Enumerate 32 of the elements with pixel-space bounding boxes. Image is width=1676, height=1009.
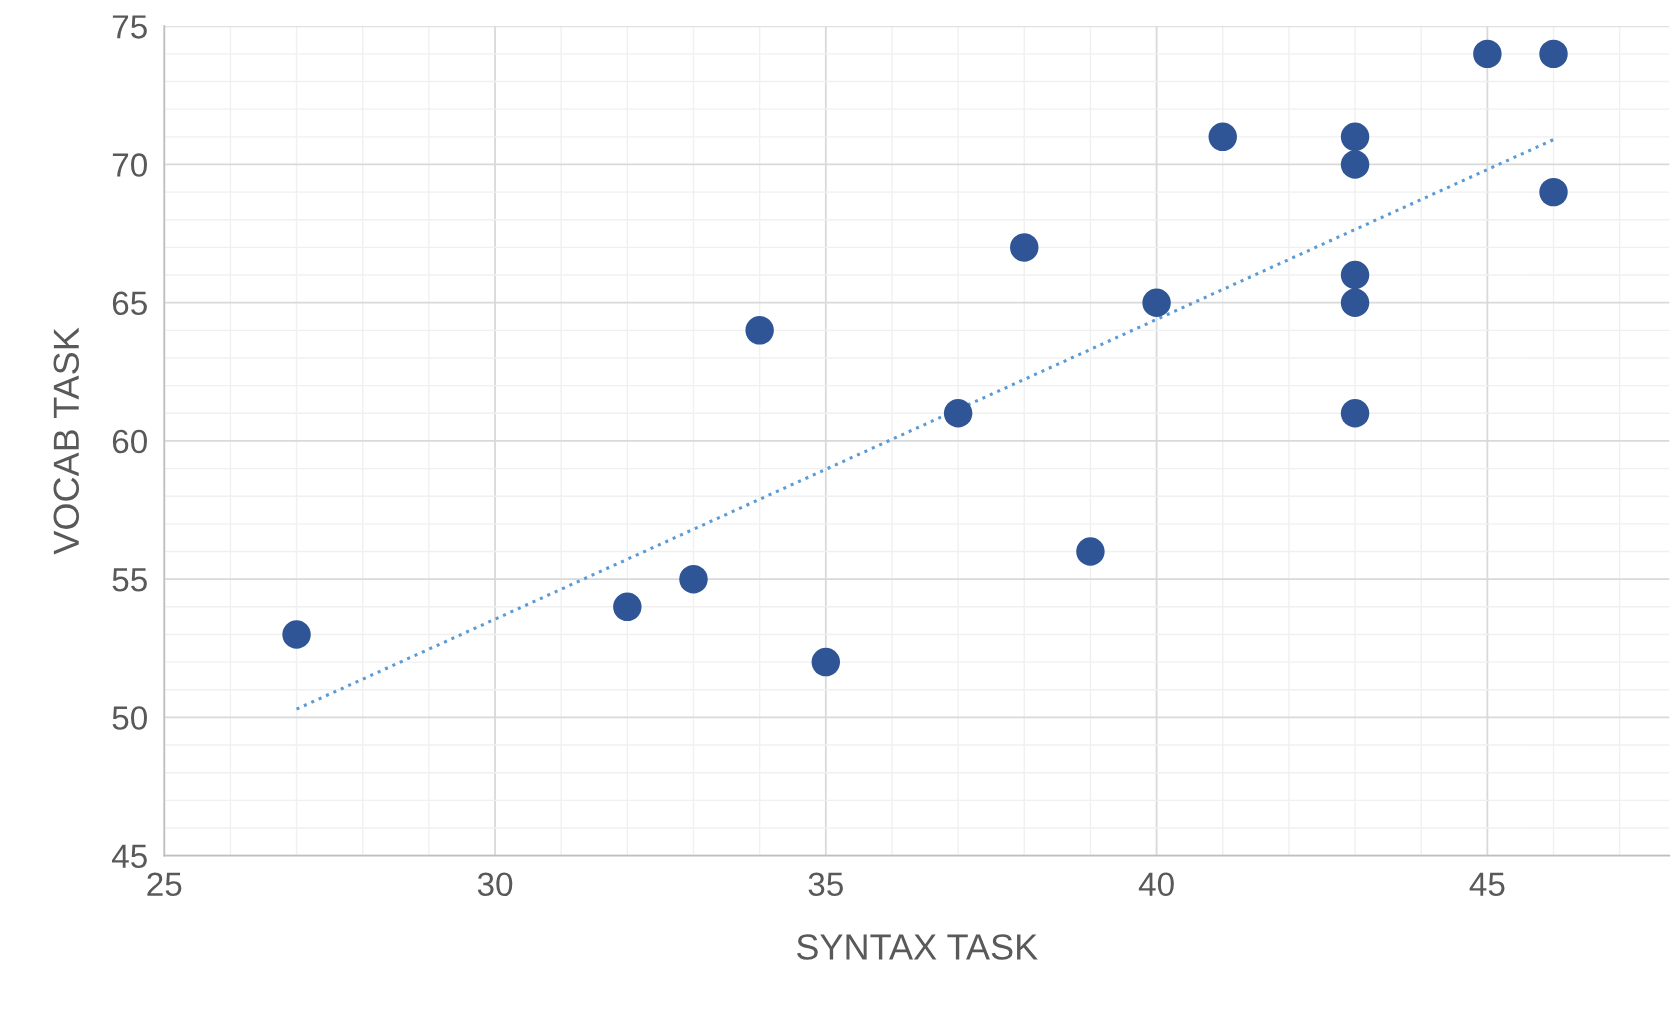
point (1340, 399, 1370, 428)
y-tick-label: 75 (112, 15, 147, 39)
y-tick-label: 60 (112, 429, 147, 454)
y-tick-label: 55 (112, 568, 147, 592)
x-tick-label: 25 (147, 872, 182, 897)
point (1539, 39, 1568, 69)
point (282, 620, 311, 649)
x-tick-label: 45 (1469, 872, 1505, 897)
y-tick-label: 50 (112, 706, 147, 730)
point (1208, 122, 1237, 152)
point (1142, 288, 1171, 317)
point (1340, 288, 1370, 317)
point (811, 647, 841, 677)
point (1539, 177, 1568, 207)
x-tick-label: 40 (1138, 872, 1174, 897)
point (679, 564, 708, 594)
y-tick-label: 65 (112, 291, 147, 316)
point (1010, 233, 1039, 262)
x-axis-title: SYNTAX TASK (796, 934, 1038, 960)
y-tick-label: 45 (111, 844, 147, 869)
x-tick-label: 30 (477, 872, 513, 897)
y-axis-title: VOCAB TASK (53, 327, 80, 555)
point (1340, 150, 1370, 179)
point (943, 399, 973, 428)
point (613, 592, 642, 622)
y-tick-label: 70 (112, 153, 147, 177)
point (1340, 260, 1370, 290)
x-tick-label: 35 (808, 872, 843, 897)
point (1473, 39, 1502, 69)
point (745, 316, 774, 345)
point (1076, 537, 1105, 566)
point (1340, 122, 1370, 152)
